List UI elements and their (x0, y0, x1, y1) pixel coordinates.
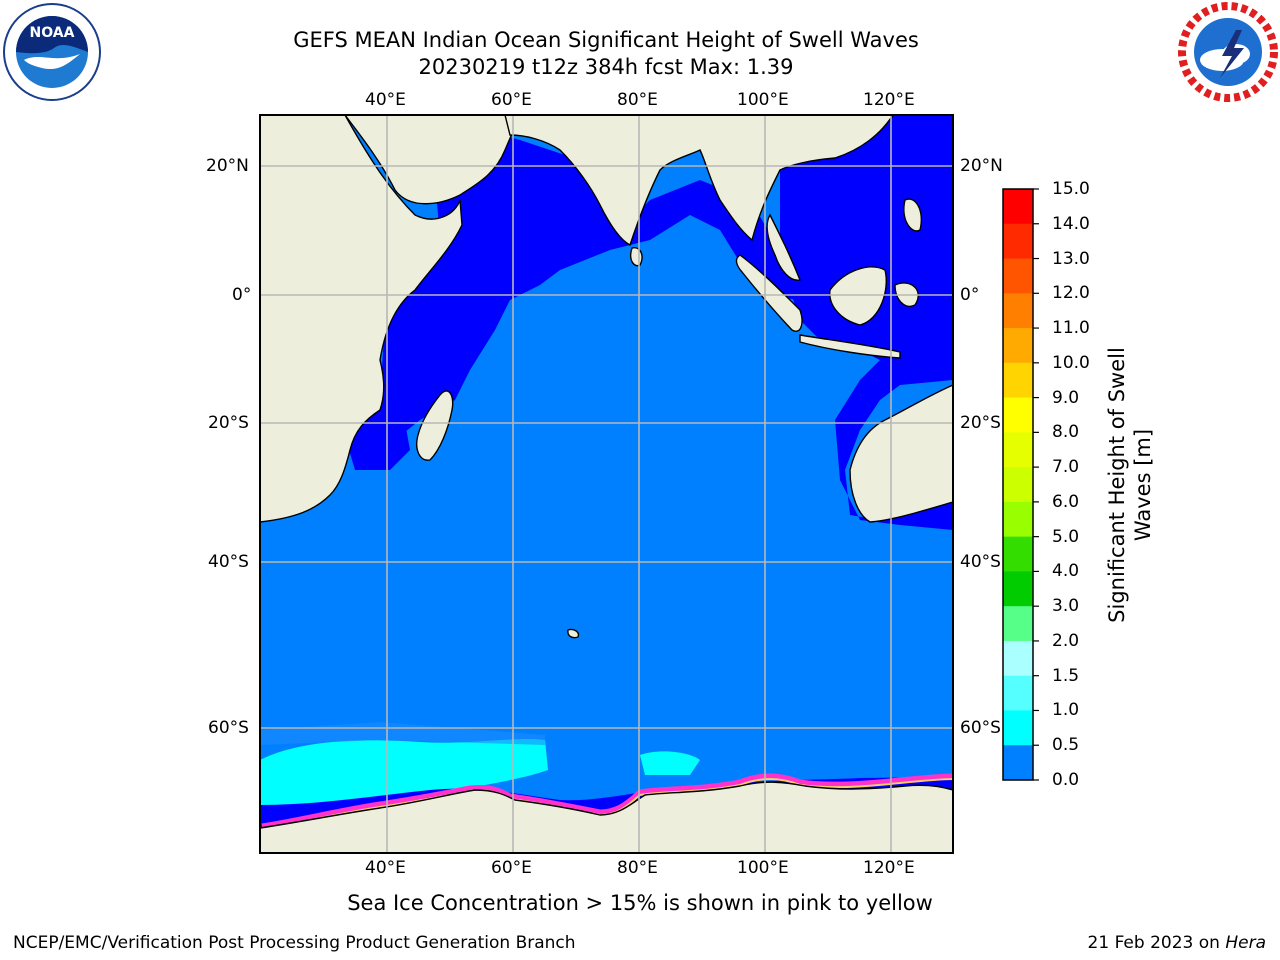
antarctica (260, 781, 953, 853)
lon-label-bottom-60e: 60°E (491, 858, 532, 878)
noaa-logo-text: NOAA (30, 25, 75, 41)
lon-label-top-120e: 120°E (863, 90, 915, 110)
africa (260, 115, 463, 523)
footer-date: 21 Feb 2023 on Hera (1088, 933, 1266, 953)
sumatra (735, 254, 803, 332)
footer-machine: Hera (1225, 933, 1266, 953)
indian-subcontinent (504, 115, 894, 246)
noaa-logo: NOAA (2, 2, 102, 102)
north-indian-ocean-low-swell (350, 115, 800, 450)
colorbar-swatch (1003, 536, 1033, 572)
colorbar-swatch (1003, 606, 1033, 642)
map-title: GEFS MEAN Indian Ocean Significant Heigh… (293, 28, 919, 52)
colorbar-title-line1: Significant Height of Swell (1105, 347, 1129, 623)
lat-label-left-20n: 20°N (206, 156, 249, 176)
colorbar-tick-label: 12.0 (1052, 283, 1090, 304)
colorbar-swatch (1003, 432, 1033, 468)
colorbar-frame (1002, 188, 1034, 781)
lon-label-top-80e: 80°E (617, 90, 658, 110)
sea-ice-edge (261, 773, 953, 829)
southern-ocean-high-swell-east (640, 751, 700, 775)
footer-date-text: 21 Feb 2023 on (1087, 933, 1220, 953)
colorbar-tick-label: 9.0 (1052, 387, 1080, 408)
map-subtitle: 20230219 t12z 384h fcst Max: 1.39 (418, 55, 794, 79)
lat-label-right-20s: 20°S (960, 413, 1001, 433)
colorbar-swatches (1003, 189, 1033, 781)
lon-label-top-100e: 100°E (737, 90, 789, 110)
colorbar-tick-label: 0.0 (1052, 770, 1080, 790)
colorbar-swatch (1003, 328, 1033, 364)
colorbar-tick-label: 1.0 (1052, 700, 1080, 721)
colorbar-swatch (1003, 258, 1033, 294)
arabian-peninsula (260, 115, 521, 205)
colorbar-swatch (1003, 189, 1033, 225)
lat-label-left-20s: 20°S (208, 413, 249, 433)
lon-label-top-60e: 60°E (491, 90, 532, 110)
lon-label-bottom-120e: 120°E (863, 858, 915, 878)
kerguelen-island (567, 628, 580, 639)
colorbar-swatch (1003, 675, 1033, 711)
lat-label-right-40s: 40°S (960, 552, 1001, 572)
australia (849, 384, 953, 523)
colorbar-tick-label: 14.0 (1052, 213, 1090, 234)
colorbar-tick-label: 0.5 (1052, 735, 1080, 756)
colorbar-tick-label: 15.0 (1052, 179, 1090, 199)
lon-label-bottom-40e: 40°E (365, 858, 406, 878)
lon-label-bottom-80e: 80°E (617, 858, 658, 878)
lat-label-left-60s: 60°S (208, 718, 249, 738)
colorbar-swatch (1003, 467, 1033, 503)
southern-ocean-high-swell (260, 738, 548, 808)
colorbar-swatch (1003, 223, 1033, 260)
lat-label-left-40s: 40°S (208, 552, 249, 572)
colorbar-tick-label: 10.0 (1052, 352, 1090, 373)
colorbar-tick-label: 2.0 (1052, 630, 1080, 651)
sea-ice-note: Sea Ice Concentration > 15% is shown in … (347, 891, 933, 915)
colorbar-swatch (1003, 362, 1033, 399)
colorbar-swatch (1003, 397, 1033, 433)
colorbar-swatch (1003, 501, 1033, 538)
colorbar-swatch (1003, 745, 1033, 781)
colorbar-tick-label: 7.0 (1052, 457, 1080, 478)
colorbar-tick-label: 3.0 (1052, 596, 1080, 617)
lat-label-right-0: 0° (960, 285, 980, 305)
colorbar-tick-label: 11.0 (1052, 318, 1090, 339)
lat-label-left-0: 0° (232, 285, 252, 305)
colorbar-swatch (1003, 640, 1033, 677)
colorbar-tick-label: 13.0 (1052, 248, 1090, 269)
colorbar-swatch (1003, 293, 1033, 329)
lon-label-top-40e: 40°E (365, 90, 406, 110)
colorbar-tick-label: 5.0 (1052, 526, 1080, 547)
colorbar-swatch (1003, 571, 1033, 607)
borneo (829, 266, 887, 326)
colorbar-tick-label: 1.5 (1052, 665, 1080, 686)
nws-logo (1178, 2, 1278, 102)
graticule (260, 115, 953, 853)
lat-label-right-60s: 60°S (960, 718, 1001, 738)
footer-credit: NCEP/EMC/Verification Post Processing Pr… (13, 933, 576, 953)
colorbar-tick-label: 8.0 (1052, 422, 1080, 443)
colorbar-title-line2: Waves [m] (1131, 428, 1155, 542)
colorbar-swatch (1003, 710, 1033, 746)
lon-label-bottom-100e: 100°E (737, 858, 789, 878)
colorbar-tick-label: 6.0 (1052, 491, 1080, 512)
colorbar-tick-label: 4.0 (1052, 561, 1080, 582)
map-frame (259, 114, 954, 854)
lat-label-right-20n: 20°N (960, 156, 1003, 176)
madagascar (416, 390, 454, 461)
